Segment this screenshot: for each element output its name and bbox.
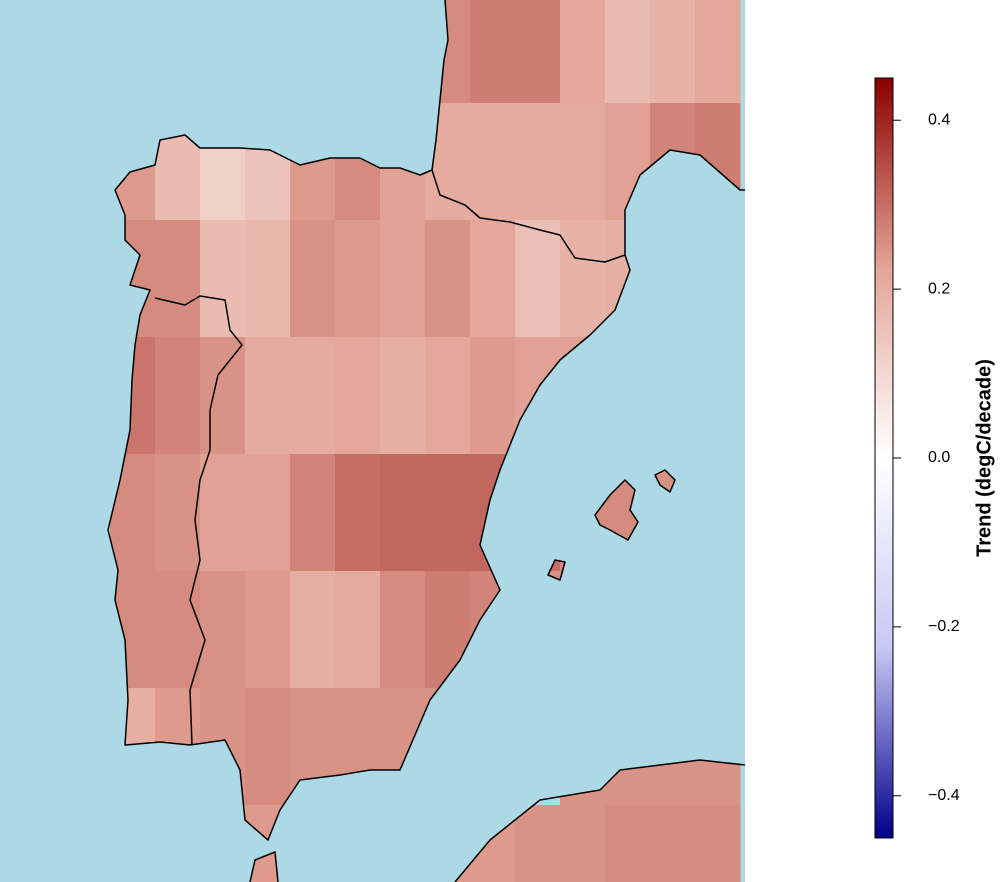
- trend-cell: [290, 454, 336, 572]
- trend-cell: [335, 571, 381, 689]
- trend-cell: [335, 220, 381, 338]
- trend-cell: [605, 0, 651, 104]
- trend-cell: [695, 805, 741, 882]
- trend-cell: [380, 454, 426, 572]
- trend-cell: [155, 220, 201, 338]
- trend-cell: [695, 0, 741, 104]
- colorbar-title: Trend (degC/decade): [973, 359, 995, 557]
- trend-cell: [560, 0, 606, 104]
- trend-cell: [200, 220, 246, 338]
- trend-cell: [335, 454, 381, 572]
- trend-cell: [155, 454, 201, 572]
- trend-cell: [425, 220, 471, 338]
- trend-cell: [335, 337, 381, 455]
- trend-cell: [560, 220, 606, 338]
- coastline: [107, 0, 745, 841]
- colorbar-tick-label: 0.4: [928, 111, 950, 128]
- trend-cell: [470, 0, 516, 104]
- trend-cell: [515, 0, 561, 104]
- trend-cell: [515, 103, 561, 221]
- trend-cell: [290, 571, 336, 689]
- island: [547, 559, 566, 581]
- trend-cell: [245, 688, 291, 806]
- trend-cell: [515, 805, 561, 882]
- trend-cell: [155, 571, 201, 689]
- trend-cells: [110, 0, 741, 882]
- colorbar-tick-label: −0.2: [928, 618, 960, 635]
- island: [654, 469, 676, 493]
- trend-cell: [470, 337, 516, 455]
- colorbar-tick-label: 0.2: [928, 280, 950, 297]
- trend-cell: [425, 454, 471, 572]
- trend-cell: [290, 337, 336, 455]
- trend-cell: [650, 0, 696, 104]
- trend-cell: [200, 571, 246, 689]
- coastlines: [107, 0, 746, 882]
- trend-cell: [470, 220, 516, 338]
- trend-cell: [245, 337, 291, 455]
- trend-cell: [425, 337, 471, 455]
- colorbar-tick-label: −0.4: [928, 787, 960, 804]
- border: [431, 169, 626, 263]
- trend-cell: [200, 454, 246, 572]
- trend-cell: [380, 337, 426, 455]
- border: [154, 295, 243, 746]
- trend-cell: [560, 805, 606, 882]
- trend-cell: [245, 571, 291, 689]
- colorbar-ramp: [874, 77, 894, 839]
- trend-cell: [155, 337, 201, 455]
- colorbar-tick-label: 0.0: [928, 449, 950, 466]
- trend-cell: [290, 220, 336, 338]
- trend-cell: [650, 805, 696, 882]
- trend-cell: [515, 220, 561, 338]
- colorbar: 0.4 0.2 0.0 −0.2 −0.4: [874, 77, 960, 839]
- trend-cell: [605, 805, 651, 882]
- trend-cell: [200, 337, 246, 455]
- trend-cell: [245, 454, 291, 572]
- trend-cell: [245, 220, 291, 338]
- coastline: [249, 851, 279, 882]
- trend-cell: [560, 103, 606, 221]
- trend-cell: [380, 220, 426, 338]
- trend-cell: [380, 571, 426, 689]
- island: [594, 479, 639, 541]
- coastline: [454, 759, 746, 882]
- trend-cell: [470, 103, 516, 221]
